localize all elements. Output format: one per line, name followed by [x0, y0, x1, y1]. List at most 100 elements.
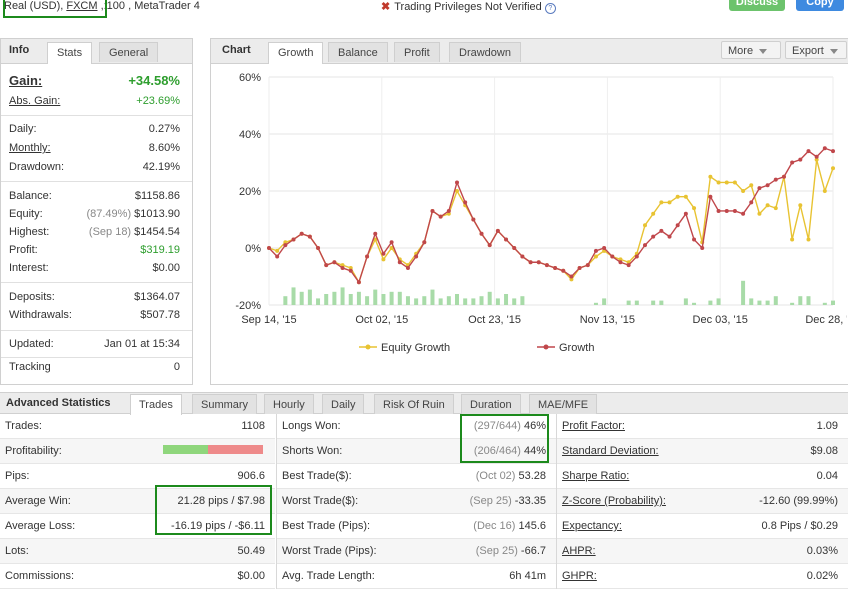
volume-bar [414, 298, 419, 305]
equity-growth-point [389, 246, 394, 250]
monthly-row: Monthly: 8.60% [9, 142, 180, 158]
balance-row: Balance: $1158.86 [9, 190, 180, 206]
stat-label[interactable]: Standard Deviation: [562, 445, 659, 457]
stat-label[interactable]: Sharpe Ratio: [562, 470, 630, 482]
growth-point [692, 237, 697, 242]
growth-point [520, 254, 525, 259]
y-tick-label: 40% [239, 129, 261, 141]
tab-stats[interactable]: Stats [47, 42, 93, 64]
highlight-box [155, 485, 272, 535]
stat-row: Avg. Trade Length: 6h 41m [277, 564, 556, 589]
tab-hourly[interactable]: Hourly [264, 394, 314, 414]
growth-point [536, 260, 541, 265]
stat-number: 53.28 [518, 470, 546, 482]
stat-row: Expectancy: 0.8 Pips / $0.29 [557, 514, 848, 539]
volume-bar [692, 302, 697, 305]
tab-growth[interactable]: Growth [268, 42, 324, 64]
stat-label[interactable]: Profit Factor: [562, 420, 625, 432]
growth-point [307, 234, 312, 239]
growth-point [700, 246, 705, 250]
withdrawals-row: Withdrawals: $507.78 [9, 309, 180, 325]
legend-marker [543, 344, 549, 350]
tab-drawdown[interactable]: Drawdown [449, 42, 521, 62]
volume-bar [798, 296, 803, 305]
more-dropdown[interactable]: More [721, 41, 781, 59]
volume-bar [749, 298, 754, 305]
equity-growth-point [340, 263, 345, 268]
withdrawals-label: Withdrawals: [9, 309, 72, 321]
volume-bar [504, 294, 509, 305]
highest-value: $1454.54 [134, 226, 180, 238]
help-icon[interactable]: ? [544, 3, 556, 14]
discuss-button[interactable]: Discuss [729, 0, 785, 11]
growth-line [268, 147, 834, 284]
volume-bar [405, 296, 410, 305]
volume-bar [340, 287, 345, 305]
growth-point [544, 263, 549, 268]
highlight-box [3, 0, 107, 18]
stat-number: 1.09 [816, 420, 838, 432]
growth-point [716, 208, 721, 213]
more-label: More [728, 45, 754, 57]
tab-risk-of-ruin[interactable]: Risk Of Ruin [374, 394, 454, 414]
growth-point [765, 183, 770, 188]
tab-summary[interactable]: Summary [192, 394, 258, 414]
tab-general[interactable]: General [99, 42, 159, 62]
tab-profit[interactable]: Profit [394, 42, 440, 62]
y-tick-label: 60% [239, 72, 261, 84]
stat-label[interactable]: AHPR: [562, 545, 596, 557]
stat-value: 906.6 [237, 464, 265, 488]
x-tick-label: Oct 02, '15 [355, 314, 408, 326]
stat-label: Lots: [5, 545, 29, 557]
highlight-box [460, 414, 549, 463]
equity-growth-point [749, 183, 754, 188]
equity-percent: (87.49%) [86, 208, 132, 220]
stat-row: Lots: 50.49 [0, 539, 275, 564]
tab-balance[interactable]: Balance [328, 42, 388, 62]
abs-gain-row: Abs. Gain: +23.69% [9, 95, 180, 111]
abs-gain-label[interactable]: Abs. Gain: [9, 95, 61, 107]
profitability-win-fill [163, 445, 208, 454]
copy-button[interactable]: Copy [796, 0, 844, 11]
growth-point [798, 157, 803, 162]
tab-trades[interactable]: Trades [130, 394, 182, 415]
volume-bar [512, 298, 517, 305]
legend-marker [365, 344, 371, 350]
stat-label[interactable]: GHPR: [562, 570, 597, 582]
growth-point [267, 246, 271, 250]
profit-row: Profit: $319.19 [9, 244, 180, 260]
tab-daily[interactable]: Daily [322, 394, 365, 414]
growth-point [683, 211, 688, 216]
growth-point [577, 265, 582, 270]
tab-duration[interactable]: Duration [461, 394, 521, 414]
stat-label[interactable]: Z-Score (Probability): [562, 495, 666, 507]
growth-point [814, 154, 819, 159]
equity-growth-point [643, 223, 647, 228]
export-dropdown[interactable]: Export [785, 41, 847, 59]
gain-label[interactable]: Gain: [9, 73, 43, 88]
monthly-label[interactable]: Monthly: [9, 142, 51, 154]
daily-label: Daily: [9, 123, 37, 135]
export-label: Export [792, 45, 824, 57]
drawdown-row: Drawdown: 42.19% [9, 161, 180, 177]
caret-down-icon [759, 48, 768, 54]
stat-value: 6h 41m [509, 564, 546, 588]
broker-link[interactable]: FXCM [66, 0, 98, 12]
growth-point [593, 248, 598, 253]
equity-growth-point [593, 254, 598, 259]
growth-point [749, 200, 754, 205]
equity-growth-point [446, 211, 451, 216]
equity-growth-point [798, 203, 803, 208]
growth-point [528, 260, 533, 265]
equity-growth-line [268, 159, 834, 284]
stat-label[interactable]: Expectancy: [562, 520, 622, 532]
volume-bar [716, 298, 721, 305]
growth-chart[interactable]: 60% 40% 20% 0% -20% Sep 14, '15 Oct 02, '15 Oct… [211, 63, 847, 384]
column-divider [276, 414, 277, 589]
growth-point [822, 146, 827, 151]
growth-point [381, 251, 386, 256]
tab-mae-mfe[interactable]: MAE/MFE [529, 394, 598, 414]
volume-bar [430, 289, 435, 305]
daily-value: 0.27% [148, 123, 180, 135]
growth-point [773, 177, 778, 182]
